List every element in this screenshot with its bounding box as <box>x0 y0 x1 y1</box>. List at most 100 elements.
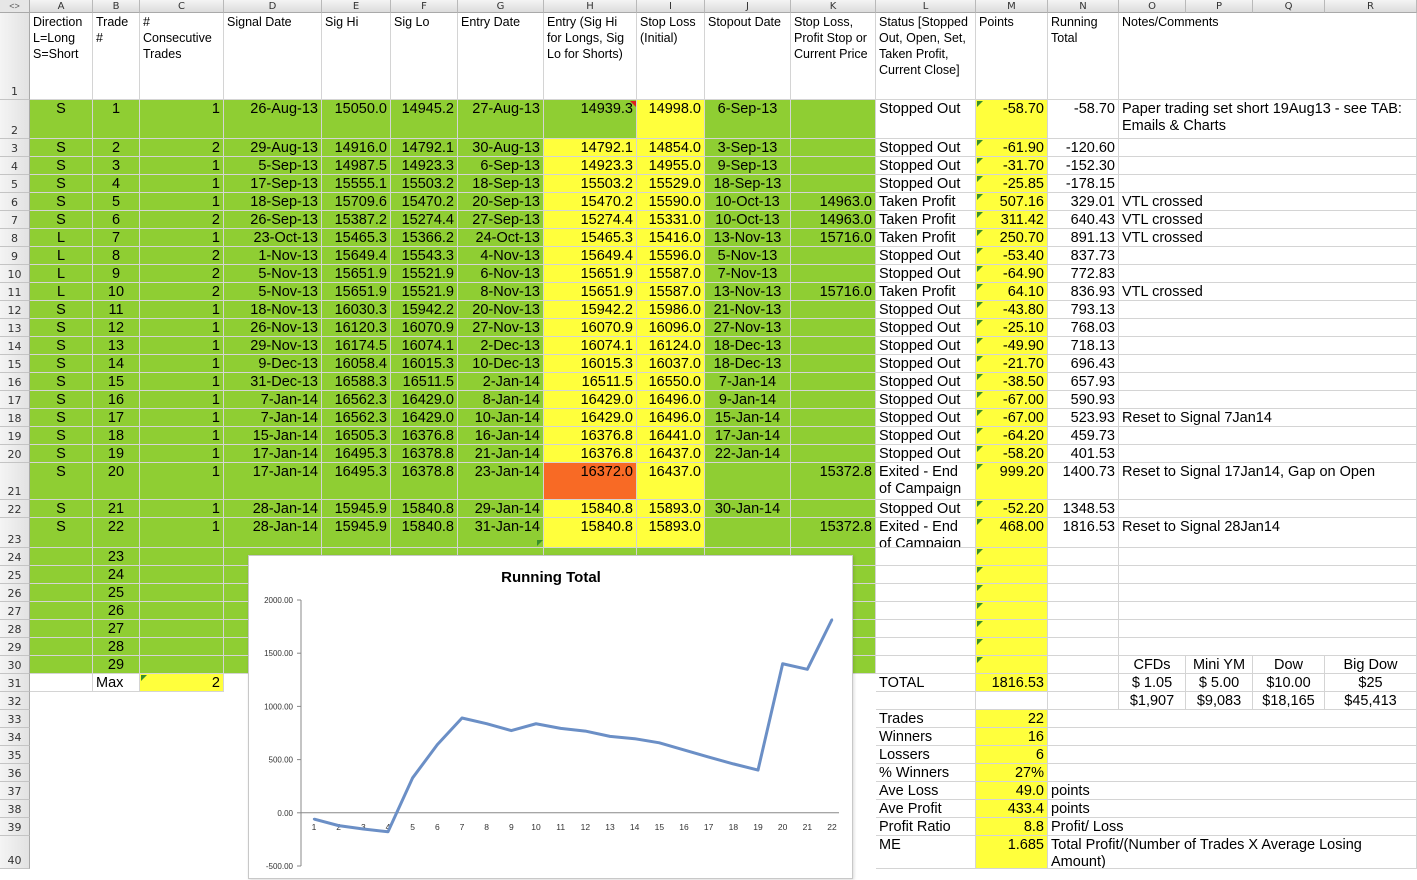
row-header-33[interactable]: 33 <box>0 710 30 728</box>
consecutive-cell[interactable]: 1 <box>140 193 224 211</box>
stat-value[interactable]: 22 <box>976 710 1048 728</box>
direction-cell[interactable]: S <box>30 445 93 463</box>
trade-number-cell[interactable]: 24 <box>93 566 140 584</box>
sig-lo-cell[interactable]: 15942.2 <box>391 301 458 319</box>
consecutive-cell[interactable]: 1 <box>140 518 224 548</box>
header-F[interactable]: Sig Lo <box>391 13 458 100</box>
cost-per-point-cell[interactable]: $25 <box>1325 674 1417 692</box>
header-M[interactable]: Points <box>976 13 1048 100</box>
stop-price-cell[interactable]: 15372.8 <box>791 518 876 548</box>
sig-hi-cell[interactable]: 16174.5 <box>322 337 391 355</box>
row-header-29[interactable]: 29 <box>0 638 30 656</box>
entry-date-cell[interactable]: 27-Sep-13 <box>458 211 544 229</box>
trade-number-cell[interactable]: 1 <box>93 100 140 139</box>
signal-date-cell[interactable]: 5-Nov-13 <box>224 283 322 301</box>
stop-loss-cell[interactable]: 15587.0 <box>637 283 705 301</box>
stat-label[interactable]: Lossers <box>876 746 976 764</box>
entry-price-cell[interactable]: 16429.0 <box>544 409 637 427</box>
sig-lo-cell[interactable]: 16070.9 <box>391 319 458 337</box>
empty-cell[interactable] <box>30 602 93 620</box>
points-cell[interactable]: -58.70 <box>976 100 1048 139</box>
entry-date-cell[interactable]: 29-Jan-14 <box>458 500 544 518</box>
entry-date-cell[interactable]: 18-Sep-13 <box>458 175 544 193</box>
running-total-cell[interactable]: 793.13 <box>1048 301 1119 319</box>
points-cell[interactable]: -43.80 <box>976 301 1048 319</box>
consecutive-cell[interactable]: 1 <box>140 301 224 319</box>
running-total-cell[interactable]: 590.93 <box>1048 391 1119 409</box>
entry-date-cell[interactable]: 2-Jan-14 <box>458 373 544 391</box>
entry-price-cell[interactable]: 16074.1 <box>544 337 637 355</box>
stop-loss-cell[interactable]: 14955.0 <box>637 157 705 175</box>
entry-date-cell[interactable]: 27-Aug-13 <box>458 100 544 139</box>
consecutive-cell[interactable]: 2 <box>140 265 224 283</box>
row-header-35[interactable]: 35 <box>0 746 30 764</box>
direction-cell[interactable]: L <box>30 229 93 247</box>
status-cell[interactable]: Taken Profit <box>876 211 976 229</box>
trade-number-cell[interactable]: 3 <box>93 157 140 175</box>
row-header-23[interactable]: 23 <box>0 518 30 548</box>
stop-loss-cell[interactable]: 15529.0 <box>637 175 705 193</box>
stop-price-cell[interactable] <box>791 247 876 265</box>
status-cell[interactable]: Stopped Out <box>876 319 976 337</box>
entry-date-cell[interactable]: 27-Nov-13 <box>458 319 544 337</box>
running-total-cell[interactable]: -152.30 <box>1048 157 1119 175</box>
note-cell[interactable] <box>1119 584 1417 602</box>
stop-price-cell[interactable] <box>791 445 876 463</box>
stop-loss-cell[interactable]: 16096.0 <box>637 319 705 337</box>
running-total-cell[interactable]: -120.60 <box>1048 139 1119 157</box>
stop-price-cell[interactable] <box>791 500 876 518</box>
entry-date-cell[interactable]: 8-Jan-14 <box>458 391 544 409</box>
consecutive-cell[interactable]: 1 <box>140 391 224 409</box>
note-cell[interactable] <box>1119 373 1417 391</box>
points-cell[interactable] <box>976 638 1048 656</box>
status-cell[interactable]: Stopped Out <box>876 445 976 463</box>
stat-label[interactable]: ME <box>876 836 976 869</box>
stopout-date-cell[interactable]: 6-Sep-13 <box>705 100 791 139</box>
trade-number-cell[interactable]: 26 <box>93 602 140 620</box>
direction-cell[interactable]: S <box>30 427 93 445</box>
stopout-date-cell[interactable]: 30-Jan-14 <box>705 500 791 518</box>
note-cell[interactable]: Reset to Signal 7Jan14 <box>1119 409 1417 427</box>
signal-date-cell[interactable]: 15-Jan-14 <box>224 427 322 445</box>
entry-price-cell[interactable]: 15942.2 <box>544 301 637 319</box>
trade-number-cell[interactable]: 23 <box>93 548 140 566</box>
column-header-H[interactable]: H <box>544 0 637 13</box>
sig-lo-cell[interactable]: 15840.8 <box>391 500 458 518</box>
trade-number-cell[interactable]: 22 <box>93 518 140 548</box>
row-header-25[interactable]: 25 <box>0 566 30 584</box>
signal-date-cell[interactable]: 26-Sep-13 <box>224 211 322 229</box>
sig-lo-cell[interactable]: 15543.3 <box>391 247 458 265</box>
status-cell[interactable] <box>876 638 976 656</box>
running-total-cell[interactable]: 640.43 <box>1048 211 1119 229</box>
row-header-28[interactable]: 28 <box>0 620 30 638</box>
empty-cell[interactable] <box>140 638 224 656</box>
sig-hi-cell[interactable]: 16120.3 <box>322 319 391 337</box>
stat-note[interactable] <box>1048 728 1417 746</box>
signal-date-cell[interactable]: 5-Nov-13 <box>224 265 322 283</box>
stat-note[interactable]: points <box>1048 782 1417 800</box>
consecutive-cell[interactable]: 2 <box>140 283 224 301</box>
row-header-11[interactable]: 11 <box>0 283 30 301</box>
points-cell[interactable]: 507.16 <box>976 193 1048 211</box>
trade-number-cell[interactable]: 18 <box>93 427 140 445</box>
status-cell[interactable] <box>876 620 976 638</box>
sig-lo-cell[interactable]: 15521.9 <box>391 265 458 283</box>
points-cell[interactable]: 311.42 <box>976 211 1048 229</box>
entry-price-cell[interactable]: 15470.2 <box>544 193 637 211</box>
column-header-C[interactable]: C <box>140 0 224 13</box>
trade-number-cell[interactable]: 20 <box>93 463 140 500</box>
note-cell[interactable] <box>1119 175 1417 193</box>
entry-price-cell[interactable]: 15465.3 <box>544 229 637 247</box>
stop-loss-cell[interactable]: 16124.0 <box>637 337 705 355</box>
stop-loss-cell[interactable]: 14854.0 <box>637 139 705 157</box>
points-cell[interactable] <box>976 548 1048 566</box>
consecutive-cell[interactable]: 1 <box>140 445 224 463</box>
stop-price-cell[interactable]: 15372.8 <box>791 463 876 500</box>
running-total-cell[interactable]: 657.93 <box>1048 373 1119 391</box>
empty-cell[interactable] <box>976 692 1048 710</box>
row-header-26[interactable]: 26 <box>0 584 30 602</box>
running-total-cell[interactable]: 836.93 <box>1048 283 1119 301</box>
sig-lo-cell[interactable]: 16378.8 <box>391 445 458 463</box>
stopout-date-cell[interactable]: 18-Sep-13 <box>705 175 791 193</box>
sig-hi-cell[interactable]: 16588.3 <box>322 373 391 391</box>
